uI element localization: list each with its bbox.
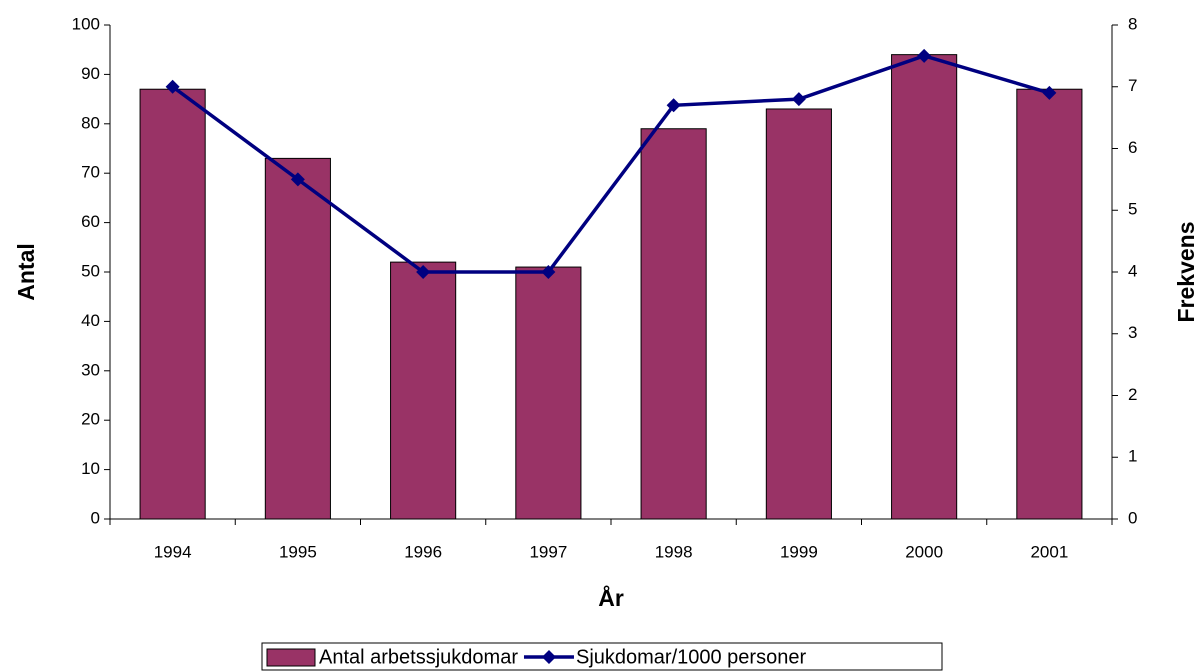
y-tick-label: 40 — [81, 311, 100, 330]
y2-axis-title: Frekvens — [1173, 221, 1199, 322]
point — [290, 172, 305, 187]
y2-tick-label: 8 — [1128, 14, 1137, 33]
x-tick-label: 1999 — [780, 542, 818, 561]
bar — [390, 261, 457, 520]
y2-tick-label: 1 — [1128, 447, 1137, 466]
y-tick-label: 20 — [81, 410, 100, 429]
bar — [891, 54, 958, 520]
bar — [515, 266, 582, 520]
y2-tick-label: 4 — [1128, 261, 1137, 280]
point — [791, 92, 806, 107]
y2-tick-label: 6 — [1128, 138, 1137, 157]
x-tick-label: 2000 — [905, 542, 943, 561]
bar — [765, 108, 832, 520]
y2-tick-label: 3 — [1128, 323, 1137, 342]
bar — [264, 157, 331, 520]
point — [416, 265, 431, 279]
legend-box — [261, 642, 943, 671]
point — [1042, 85, 1057, 100]
y-tick-label: 70 — [81, 163, 100, 182]
x-tick-label: 2001 — [1030, 542, 1068, 561]
y-axis-title: Antal — [13, 243, 39, 301]
x-tick-label: 1995 — [279, 542, 317, 561]
x-tick-label: 1997 — [529, 542, 567, 561]
legend-marker — [541, 650, 556, 664]
bar — [1016, 88, 1083, 520]
point — [666, 98, 681, 113]
y-tick-label: 90 — [81, 64, 100, 83]
y-tick-label: 50 — [81, 261, 100, 280]
legend-swatch — [266, 648, 316, 667]
bar — [139, 88, 206, 520]
point — [165, 79, 180, 94]
x-axis-title: År — [598, 584, 624, 611]
bar — [640, 128, 707, 520]
x-tick-label: 1996 — [404, 542, 442, 561]
y-tick-label: 30 — [81, 360, 100, 379]
y-tick-label: 60 — [81, 212, 100, 231]
y-tick-label: 80 — [81, 113, 100, 132]
point — [541, 265, 556, 279]
y2-tick-label: 7 — [1128, 76, 1137, 95]
legend-label: Antal arbetssjukdomar — [319, 646, 518, 668]
point — [917, 48, 932, 63]
y-tick-label: 0 — [91, 508, 100, 527]
x-tick-label: 1998 — [655, 542, 693, 561]
y2-tick-label: 5 — [1128, 200, 1137, 219]
y2-tick-label: 2 — [1128, 385, 1137, 404]
line — [171, 54, 1050, 274]
y-tick-label: 100 — [72, 14, 100, 33]
legend-label: Sjukdomar/1000 personer — [576, 646, 806, 668]
y-tick-label: 10 — [81, 459, 100, 478]
x-tick-label: 1994 — [154, 542, 192, 561]
y2-tick-label: 0 — [1128, 508, 1137, 527]
